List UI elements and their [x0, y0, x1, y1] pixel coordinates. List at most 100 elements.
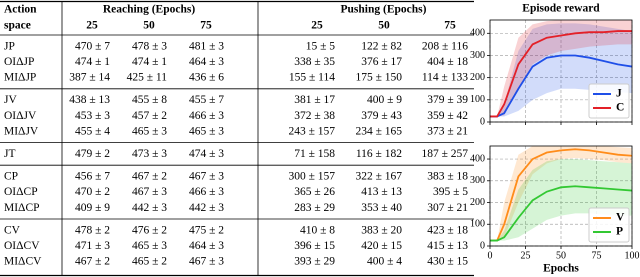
- cell: 423 ± 18: [427, 224, 468, 236]
- x-tick-label: 100: [625, 250, 640, 261]
- cell: 453 ± 3: [75, 110, 110, 122]
- cell: 15 ± 5: [306, 40, 336, 52]
- cell: 300 ± 157: [288, 171, 335, 183]
- cell: 415 ± 13: [427, 240, 468, 252]
- x-tick-label: 25: [521, 250, 531, 261]
- cell: 479 ± 2: [75, 148, 110, 160]
- line: [490, 148, 632, 242]
- cell: 481 ± 3: [189, 40, 224, 52]
- row-label: MIΔCV: [4, 256, 42, 268]
- y-tick-label: 100: [470, 94, 485, 105]
- x-tick-label: 75: [592, 250, 602, 261]
- cell: 420 ± 15: [361, 240, 402, 252]
- cell: 187 ± 257: [421, 148, 468, 160]
- cell: 383 ± 18: [427, 171, 468, 183]
- x-tick-label: 0: [488, 250, 493, 261]
- y-tick-label: 300: [470, 175, 485, 186]
- cell: 471 ± 3: [75, 240, 110, 252]
- cell: 381 ± 17: [294, 94, 335, 106]
- cell: 465 ± 3: [189, 125, 224, 137]
- band: [490, 146, 632, 241]
- epoch-header: 50: [378, 20, 390, 32]
- row-label: OIΔJV: [4, 110, 37, 122]
- header-cell: space: [4, 20, 31, 32]
- epoch-header: 75: [444, 20, 456, 32]
- band: [490, 23, 632, 117]
- row-label: JV: [4, 94, 17, 106]
- cell: 467 ± 3: [189, 171, 224, 183]
- cell: 234 ± 165: [355, 125, 402, 137]
- cell: 372 ± 38: [294, 110, 335, 122]
- row-label: OIΔJP: [4, 56, 34, 68]
- legend-box: [588, 83, 630, 119]
- cell: 353 ± 40: [361, 202, 402, 214]
- row-label: OIΔCP: [4, 186, 38, 198]
- cell: 410 ± 8: [300, 224, 335, 236]
- cell: 404 ± 18: [427, 56, 468, 68]
- cell: 116 ± 182: [356, 148, 402, 160]
- cell: 465 ± 3: [132, 125, 167, 137]
- group-header: Pushing (Epochs): [341, 4, 427, 16]
- y-tick-label: 0: [480, 116, 485, 127]
- cell: 464 ± 3: [189, 240, 224, 252]
- cell: 467 ± 3: [189, 256, 224, 268]
- cell: 122 ± 82: [361, 40, 402, 52]
- cell: 359 ± 42: [427, 110, 468, 122]
- cell: 473 ± 3: [132, 148, 167, 160]
- cell: 373 ± 21: [427, 125, 468, 137]
- cell: 470 ± 2: [75, 186, 110, 198]
- cell: 442 ± 3: [189, 202, 224, 214]
- cell: 438 ± 13: [69, 94, 110, 106]
- cell: 474 ± 3: [189, 148, 224, 160]
- chart-title: Episode reward: [522, 3, 600, 15]
- epoch-header: 50: [143, 20, 155, 32]
- row-label: JP: [4, 40, 15, 52]
- cell: 464 ± 3: [189, 56, 224, 68]
- legend-label: J: [616, 88, 622, 100]
- header-cell: Action: [4, 4, 37, 16]
- cell: 474 ± 1: [75, 56, 110, 68]
- epoch-header: 75: [200, 20, 212, 32]
- cell: 425 ± 11: [127, 72, 168, 84]
- band: [490, 20, 632, 117]
- cell: 395 ± 5: [433, 186, 468, 198]
- cell: 387 ± 14: [69, 72, 110, 84]
- cell: 465 ± 2: [132, 256, 167, 268]
- row-label: JT: [4, 148, 16, 160]
- line: [490, 54, 632, 118]
- cell: 155 ± 114: [289, 72, 335, 84]
- line: [490, 185, 632, 242]
- legend-label: V: [616, 212, 625, 224]
- cell: 383 ± 20: [361, 224, 402, 236]
- cell: 455 ± 4: [75, 125, 110, 137]
- y-tick-label: 0: [480, 240, 485, 251]
- cell: 474 ± 1: [132, 56, 167, 68]
- cell: 442 ± 3: [132, 202, 167, 214]
- legend-label: P: [616, 226, 623, 238]
- band: [490, 159, 632, 241]
- cell: 400 ± 4: [367, 256, 402, 268]
- cell: 478 ± 2: [75, 224, 110, 236]
- cell: 455 ± 8: [132, 94, 167, 106]
- cell: 376 ± 17: [361, 56, 402, 68]
- cell: 456 ± 7: [75, 171, 110, 183]
- y-tick-label: 400: [470, 153, 485, 164]
- cell: 476 ± 2: [132, 224, 167, 236]
- cell: 455 ± 7: [189, 94, 224, 106]
- epoch-header: 25: [86, 20, 98, 32]
- row-label: OIΔCV: [4, 240, 40, 252]
- x-axis-label: Epochs: [543, 263, 579, 275]
- cell: 457 ± 2: [132, 110, 167, 122]
- cell: 208 ± 116: [422, 40, 468, 52]
- y-tick-label: 400: [470, 28, 485, 39]
- line: [490, 30, 632, 118]
- cell: 467 ± 2: [132, 171, 167, 183]
- cell: 71 ± 158: [294, 148, 335, 160]
- cell: 283 ± 29: [294, 202, 335, 214]
- cell: 466 ± 3: [189, 186, 224, 198]
- cell: 243 ± 157: [288, 125, 335, 137]
- plot: [490, 146, 632, 242]
- cell: 467 ± 2: [75, 256, 110, 268]
- cell: 436 ± 6: [189, 72, 224, 84]
